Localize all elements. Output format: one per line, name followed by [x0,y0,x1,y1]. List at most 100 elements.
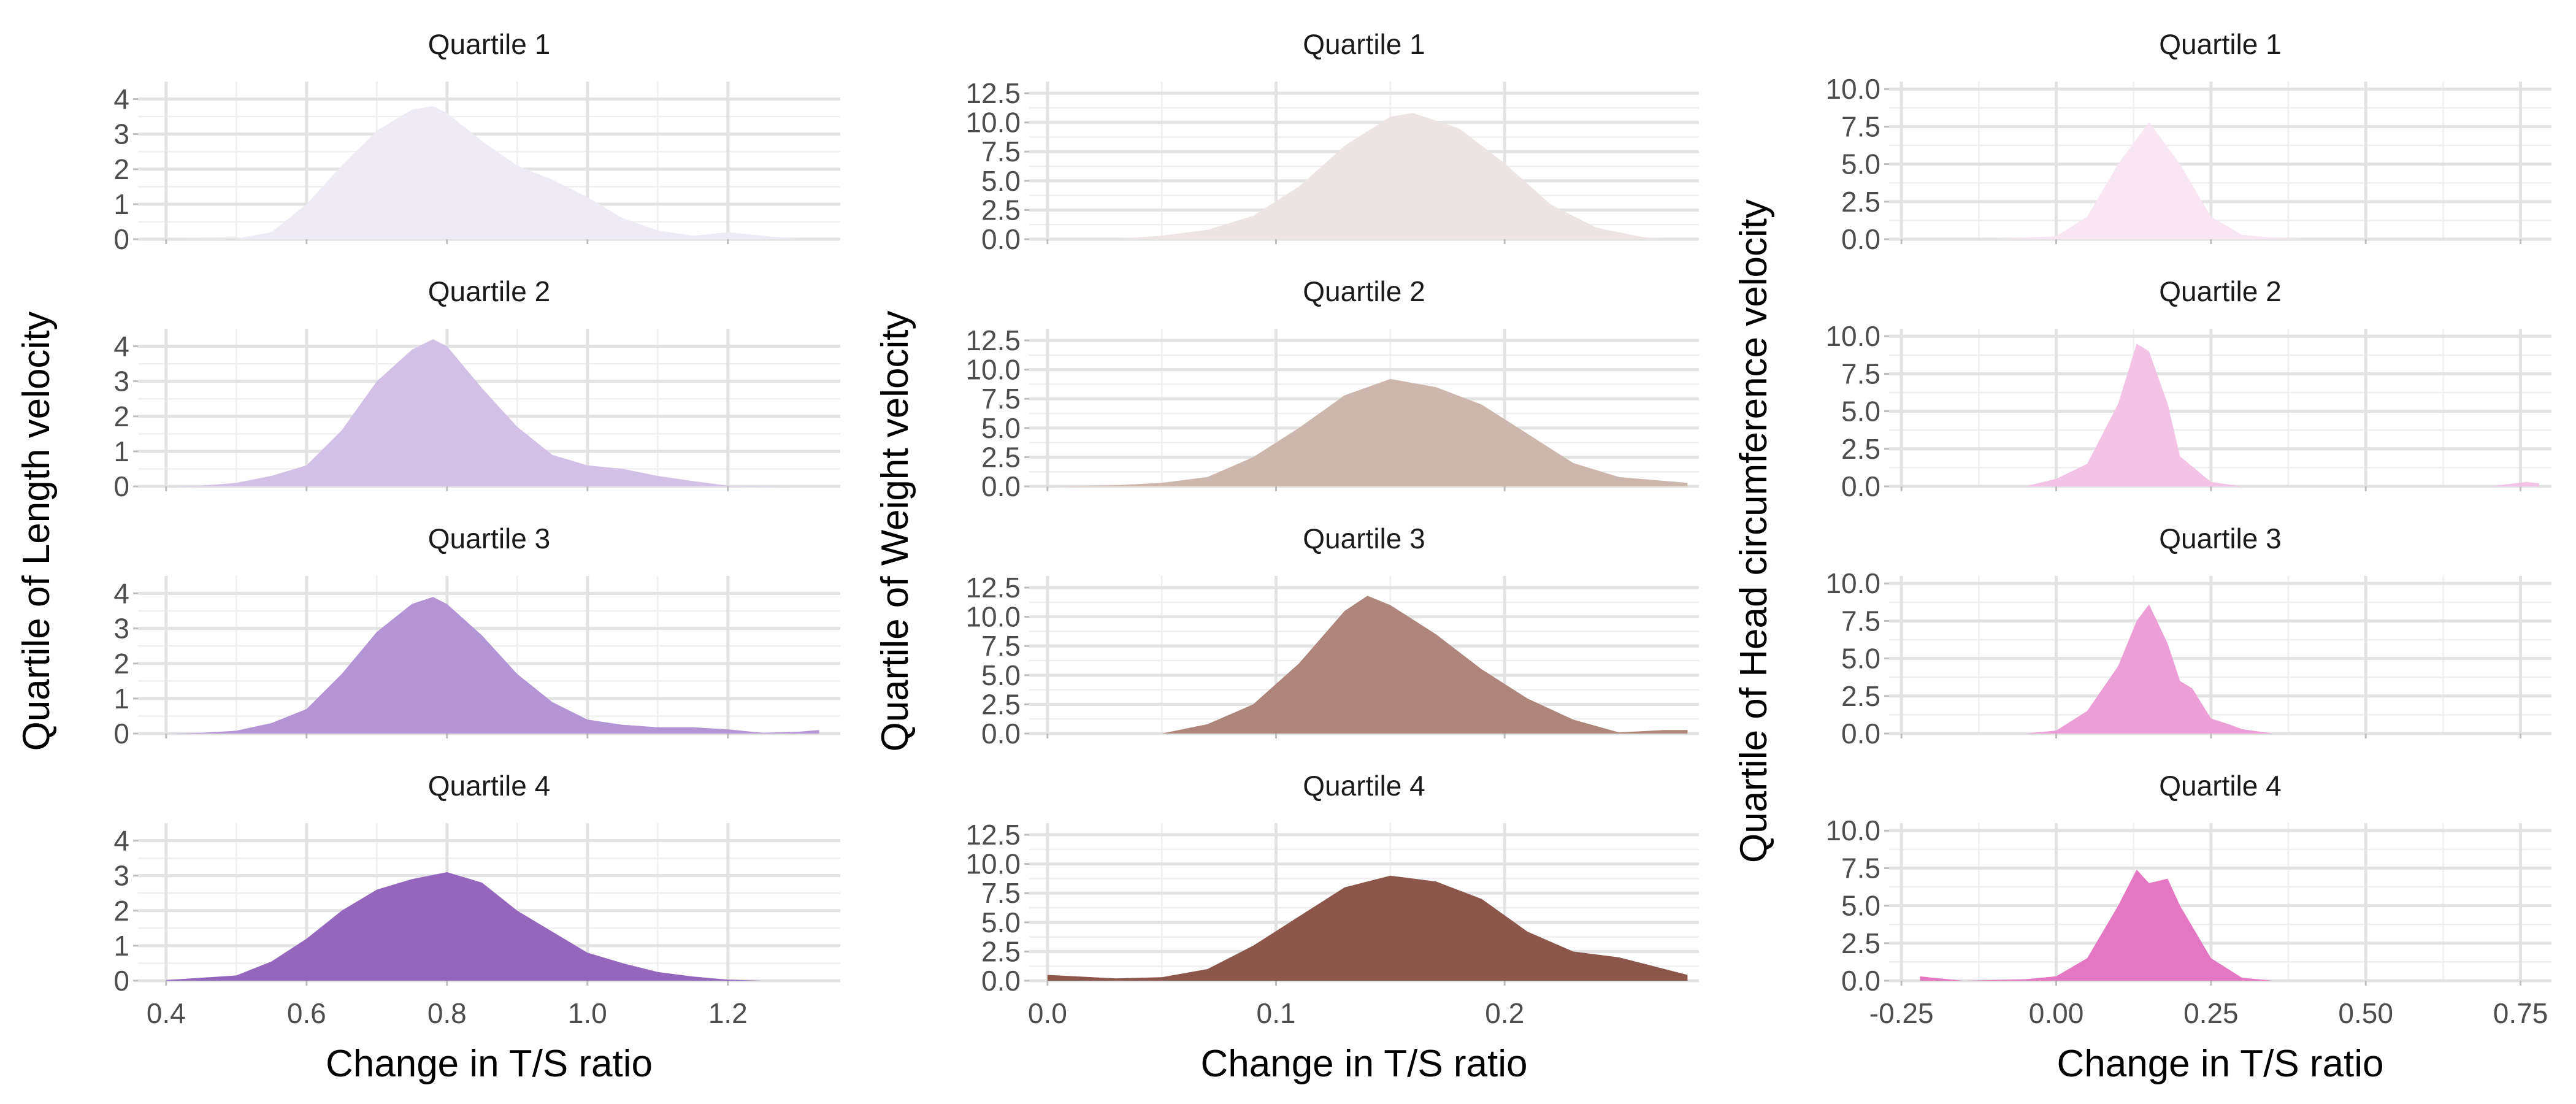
y-tick-label: 0 [113,470,129,502]
density-area-2-4 [1047,875,1688,981]
facet-title: Quartile 4 [1303,770,1425,802]
y-tick-label: 1 [113,188,129,220]
y-tick-label: 3 [113,118,129,150]
y-tick-label: 5.0 [981,412,1021,444]
y-tick-label: 2.5 [981,441,1021,473]
y-tick-label: 2.5 [981,194,1021,226]
y-tick-label: 0.0 [1841,718,1880,749]
y-tick-label: 5.0 [981,907,1021,938]
y-axis-title: Quartile of Length velocity [15,312,58,751]
y-tick-label: 10.0 [1825,320,1880,352]
x-tick-label: 0.25 [2183,997,2239,1029]
x-tick-label: 0.8 [427,997,467,1029]
y-tick-label: 0.0 [981,965,1021,997]
y-tick-label: 5.0 [1841,396,1880,427]
x-tick-label: 0.00 [2029,997,2084,1029]
y-tick-label: 7.5 [1841,605,1880,637]
x-axis-title: Change in T/S ratio [1200,1043,1527,1085]
y-tick-label: 10.0 [965,601,1021,633]
x-tick-label: 0.1 [1257,997,1296,1029]
y-tick-label: 5.0 [981,659,1021,691]
y-tick-label: 2.5 [1841,680,1880,712]
y-tick-label: 2.5 [981,688,1021,720]
y-tick-label: 2 [113,153,129,185]
facet-title: Quartile 3 [428,523,550,554]
y-tick-label: 1 [113,683,129,715]
y-tick-label: 10.0 [965,848,1021,880]
y-tick-label: 1 [113,930,129,962]
y-tick-label: 3 [113,613,129,645]
y-tick-label: 0 [113,965,129,997]
panel-2-4: 0.02.55.07.510.012.5 Quartile 4 [965,770,1699,997]
y-tick-label: 10.0 [1825,567,1880,599]
density-area-3-1 [1994,122,2304,239]
y-tick-label: 5.0 [1841,643,1880,675]
facet-title: Quartile 1 [2159,28,2281,60]
y-tick-label: 3 [113,860,129,892]
y-tick-label: 0.0 [1841,470,1880,502]
x-axis-title: Change in T/S ratio [2057,1043,2383,1085]
y-tick-label: 4 [113,331,129,362]
y-tick-label: 5.0 [1841,890,1880,922]
y-tick-label: 12.5 [965,77,1021,109]
x-tick-label: 1.0 [568,997,607,1029]
y-tick-label: 12.5 [965,324,1021,356]
panel-2-3: 0.02.55.07.510.012.5 Quartile 3 [965,523,1699,749]
facet-title: Quartile 1 [1303,28,1425,60]
panel-2-2: 0.02.55.07.510.012.5 Quartile 2 [965,275,1699,502]
panel-2-1: 0.02.55.07.510.012.5 Quartile 1 [965,28,1699,255]
x-axis-title: Change in T/S ratio [326,1043,653,1085]
y-tick-label: 10.0 [965,354,1021,386]
y-tick-label: 7.5 [1841,110,1880,142]
facet-title: Quartile 2 [428,275,550,307]
facet-title: Quartile 1 [428,28,550,60]
y-tick-label: 0.0 [981,223,1021,255]
y-tick-label: 4 [113,83,129,115]
x-tick-label: 1.2 [708,997,748,1029]
panel-3-1: 0.0 2.5 5.0 7.5 10.0 Quartile 1 [1825,28,2551,255]
facet-title: Quartile 2 [2159,275,2281,307]
y-tick-label: 0.0 [1841,223,1880,255]
facet-title: Quartile 3 [2159,523,2281,554]
y-tick-label: 2 [113,401,129,432]
density-area-1-3 [166,597,819,734]
density-area-3-2 [2025,343,2539,486]
x-tick-label: 0.0 [1028,997,1067,1029]
y-tick-label: 0 [113,223,129,255]
y-tick-label: 7.5 [981,383,1021,415]
density-area-2-3 [1162,596,1688,734]
y-tick-label: 12.5 [965,819,1021,851]
panel-3-3: 0.0 2.5 5.0 7.5 10.0 Quartile 3 [1825,523,2551,749]
x-tick-label: 0.2 [1485,997,1524,1029]
y-tick-label: 7.5 [1841,852,1880,884]
density-area-2-2 [1047,378,1688,486]
density-area-1-1 [166,106,799,239]
y-tick-label: 2.5 [981,935,1021,967]
y-tick-label: 4 [113,578,129,610]
density-area-2-1 [1116,113,1665,239]
y-tick-label: 2.5 [1841,186,1880,218]
density-area-3-3 [2025,604,2273,734]
facet-title: Quartile 4 [428,770,550,802]
y-tick-label: 5.0 [981,165,1021,197]
facet-title: Quartile 3 [1303,523,1425,554]
y-tick-label: 7.5 [981,877,1021,909]
y-tick-label: 10.0 [1825,73,1880,105]
panel-3-4: 0.0 2.5 5.0 7.5 10.0 Quartile 4 [1825,770,2551,997]
y-tick-label: 0 [113,718,129,749]
density-area-3-4 [1920,869,2273,981]
facet-title: Quartile 2 [1303,275,1425,307]
panel-3-2: 0.0 2.5 5.0 7.5 10.0 Quartile 2 [1825,275,2551,502]
y-axis-title: Quartile of Head circumference velocity [1733,199,1775,863]
facet-column-3: 0.0 2.5 5.0 7.5 10.0 Quartile 1 0.0 2.5 5.0 7.5 10… [1733,28,2551,1085]
x-tick-label: 0.6 [287,997,326,1029]
y-axis-title: Quartile of Weight velocity [874,310,916,751]
density-area-1-2 [166,339,799,486]
x-tick-label: 0.50 [2338,997,2393,1029]
